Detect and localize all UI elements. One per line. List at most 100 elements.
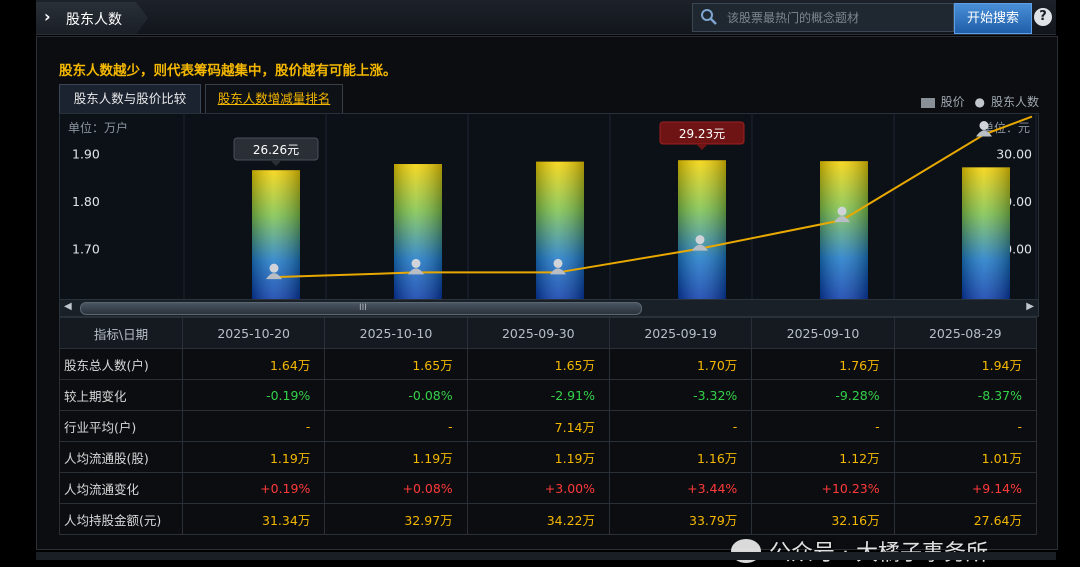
holders-data-table: 指标\日期 2025-10-20 2025-10-10 2025-09-30 2… (59, 317, 1038, 535)
left-tick-label: 1.70 (72, 242, 100, 257)
table-cell: -0.08% (324, 379, 468, 411)
column-header-date: 2025-08-29 (893, 317, 1038, 349)
user-marker-icon (266, 263, 282, 280)
chart-area: 单位：万户 单位：元 1.90 1.80 1.70 30.00 20.00 10.00 26.2… (59, 113, 1039, 301)
scroll-grip: III (359, 303, 367, 313)
table-cell: +3.44% (608, 472, 753, 504)
table-cell: 1.16万 (608, 441, 753, 473)
scroll-left-icon[interactable]: ◀ (64, 301, 72, 312)
user-marker-icon (834, 206, 850, 223)
table-cell: 1.19万 (466, 441, 610, 473)
table-header-row: 指标\日期 2025-10-20 2025-10-10 2025-09-30 2… (59, 317, 1038, 349)
table-cell: - (893, 410, 1038, 442)
table-cell: +0.19% (181, 472, 326, 504)
table-cell: 1.94万 (893, 348, 1038, 380)
help-icon[interactable]: ? (1034, 8, 1052, 26)
user-marker-icon (692, 235, 708, 251)
column-header-date: 2025-10-20 (181, 317, 326, 349)
bar-shade (394, 164, 442, 300)
table-cell: 1.76万 (751, 348, 895, 380)
tab-holders-change-rank[interactable]: 股东人数增减量排名 (205, 84, 343, 113)
watermark: 公众号 · 大橘子事务所 (731, 535, 988, 567)
row-label: 较上期变化 (59, 379, 183, 411)
user-legend-icon: ● (974, 95, 985, 109)
left-tick-label: 1.90 (72, 147, 100, 162)
table-cell: -8.37% (893, 379, 1038, 411)
user-marker-icon (976, 121, 992, 137)
table-cell: -0.19% (181, 379, 326, 411)
column-header-date: 2025-09-19 (608, 317, 753, 349)
column-header-date: 2025-10-10 (324, 317, 468, 349)
table-cell: 34.22万 (466, 503, 610, 535)
column-header-date: 2025-09-30 (466, 317, 610, 349)
price-callout-pointer (696, 144, 708, 150)
concept-search-box[interactable] (692, 3, 954, 32)
chart-scrollbar[interactable]: ◀ III ▶ (59, 299, 1039, 317)
table-cell: 1.01万 (893, 441, 1038, 473)
shareholder-panel: 股东人数越少，则代表筹码越集中，股价越有可能上涨。 股东人数与股价比较 股东人数… (36, 36, 1058, 566)
table-cell: -9.28% (751, 379, 895, 411)
table-cell: +0.08% (324, 472, 468, 504)
row-label: 人均流通变化 (59, 472, 183, 504)
user-marker-icon (550, 258, 566, 275)
table-cell: +10.23% (751, 472, 895, 504)
table-cell: 1.19万 (181, 441, 326, 473)
table-row: 人均流通变化 +0.19% +0.08% +3.00% +3.44% +10.23% +9.… (59, 472, 1038, 504)
table-cell: +3.00% (466, 472, 610, 504)
holders-legend-label: 股东人数 (990, 95, 1039, 109)
table-cell: 1.64万 (181, 348, 326, 380)
table-cell: 7.14万 (466, 410, 610, 442)
table-cell: - (181, 410, 326, 442)
price-legend-label: 股价 (940, 95, 965, 109)
table-cell: -3.32% (608, 379, 753, 411)
chart-legend: 股价 ● 股东人数 (915, 93, 1039, 110)
column-header-date: 2025-09-10 (751, 317, 895, 349)
table-row: 行业平均(户) - -7.14万 - - - (59, 410, 1038, 442)
section-title-tab[interactable]: › 股东人数 (36, 2, 148, 34)
table-cell: - (324, 410, 468, 442)
table-cell: 27.64万 (893, 503, 1038, 535)
table-row: 股东总人数(户) 1.64万 1.65万 1.65万 1.70万 1.76万 1.94万 (59, 348, 1038, 380)
column-header-label: 指标\日期 (59, 317, 183, 349)
table-cell: 1.65万 (324, 348, 468, 380)
holders-price-chart: 单位：万户 单位：元1.901.801.7030.0020.0010.0026.2… (68, 114, 1037, 300)
search-icon (701, 9, 717, 25)
right-tick-label: 30.00 (996, 147, 1032, 162)
user-marker-icon (408, 258, 424, 275)
table-cell: 1.19万 (324, 441, 468, 473)
table-cell: 1.65万 (466, 348, 610, 380)
left-tick-label: 1.80 (72, 194, 100, 209)
row-label: 人均持股金额(元) (59, 503, 183, 535)
table-cell: - (608, 410, 753, 442)
table-cell: -2.91% (466, 379, 610, 411)
price-callout-pointer (270, 160, 282, 166)
scroll-right-icon[interactable]: ▶ (1026, 301, 1034, 312)
bar-shade (252, 170, 300, 300)
table-cell: +9.14% (893, 472, 1038, 504)
tab-holders-vs-price[interactable]: 股东人数与股价比较 (59, 84, 201, 113)
chevron-right-icon: › (44, 7, 51, 26)
table-cell: 1.70万 (608, 348, 753, 380)
row-label: 人均流通股(股) (59, 441, 183, 473)
table-row: 人均流通股(股) 1.19万 1.19万 1.19万 1.16万 1.12万 1.01万 (59, 441, 1038, 473)
row-label: 股东总人数(户) (59, 348, 183, 380)
search-input[interactable] (725, 7, 949, 29)
start-search-button[interactable]: 开始搜索 (954, 3, 1032, 34)
table-cell: - (751, 410, 895, 442)
bar-shade (678, 160, 726, 300)
bar-shade (536, 161, 584, 300)
row-label: 行业平均(户) (59, 410, 183, 442)
bar-shade (820, 161, 868, 300)
scroll-thumb[interactable]: III (80, 302, 642, 315)
bar-shade (962, 167, 1010, 300)
table-row: 人均持股金额(元) 31.34万 32.97万 34.22万 33.79万 32.16万 2… (59, 503, 1038, 535)
holders-line (273, 115, 1033, 279)
price-callout-label: 29.23元 (679, 127, 725, 141)
bottom-bar (36, 552, 1056, 560)
price-legend-icon (920, 97, 935, 108)
table-cell: 31.34万 (181, 503, 326, 535)
table-cell: 32.97万 (324, 503, 468, 535)
left-axis-unit: 单位：万户 (68, 120, 128, 135)
price-callout-label: 26.26元 (253, 143, 299, 157)
top-bar: › 股东人数 开始搜索 ? (36, 0, 1056, 35)
